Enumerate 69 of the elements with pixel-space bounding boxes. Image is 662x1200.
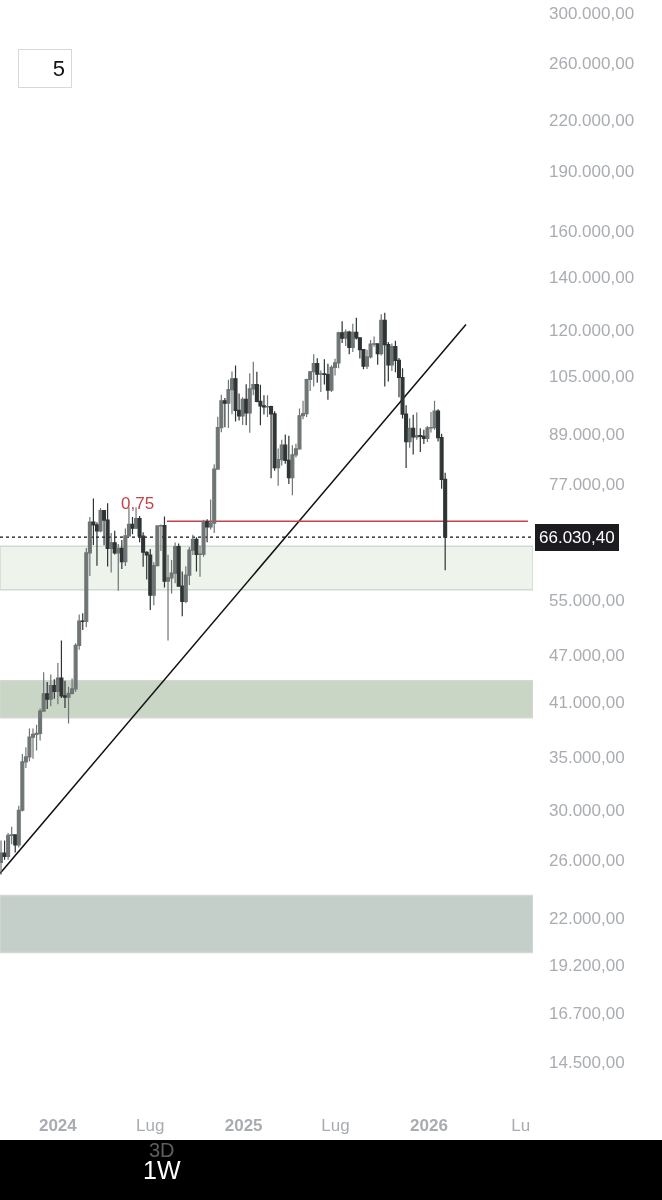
candlestick [194, 536, 199, 573]
annotation: 5 [52, 56, 65, 81]
candlestick [2, 839, 7, 861]
candlestick [0, 839, 4, 876]
candlestick [233, 365, 238, 423]
candlestick [109, 532, 114, 574]
candlestick [269, 406, 274, 479]
y-tick-label: 260.000,00 [549, 53, 635, 73]
candlestick [166, 554, 171, 641]
y-tick-label: 19.200,00 [549, 955, 625, 975]
candlestick [382, 312, 387, 388]
y-tick-label: 160.000,00 [549, 221, 635, 241]
candlestick [286, 435, 291, 485]
candlestick [244, 383, 249, 426]
y-tick-label: 16.700,00 [549, 1004, 625, 1024]
candlestick [414, 412, 419, 441]
y-tick-label: 35.000,00 [549, 747, 625, 767]
candlestick [130, 516, 135, 535]
candlestick [30, 727, 36, 760]
y-tick-label: 55.000,00 [549, 591, 625, 611]
candlestick [48, 673, 53, 707]
candlestick [407, 417, 412, 449]
candlestick [350, 323, 355, 353]
candlestick [389, 342, 394, 372]
x-tick-label: Lug [136, 1116, 165, 1135]
candlestick [13, 833, 18, 854]
y-tick-label: 47.000,00 [549, 645, 625, 665]
candlestick [80, 612, 85, 631]
candlestick [162, 515, 167, 589]
y-tick-label: 120.000,00 [549, 321, 635, 341]
candlestick [116, 543, 121, 592]
y-tick-label: 41.000,00 [549, 693, 625, 713]
y-tick-label: 30.000,00 [549, 801, 625, 821]
y-tick-label: 26.000,00 [549, 850, 625, 870]
x-tick-label: 2026 [410, 1116, 448, 1135]
candlestick [379, 313, 384, 356]
candlestick [432, 400, 437, 431]
candlestick [290, 444, 295, 496]
y-tick-label: 105.000,00 [549, 367, 635, 387]
ref-line-label: 66.030,40 [539, 528, 615, 547]
candlestick [105, 502, 110, 568]
x-tick-label: 2024 [38, 1116, 78, 1135]
candlestick [315, 357, 320, 384]
y-tick-label: 22.000,00 [549, 908, 625, 928]
y-tick-label: 77.000,00 [549, 474, 625, 494]
candlestick [148, 548, 153, 611]
y-tick-label: 220.000,00 [549, 111, 635, 131]
x-tick-label: Lug [321, 1116, 350, 1135]
candlestick [112, 530, 117, 556]
candlestick [55, 662, 60, 705]
candlestick [418, 427, 423, 453]
candlestick [340, 320, 345, 344]
candlestick [98, 507, 103, 533]
y-tick-label: 300.000,00 [549, 3, 635, 23]
y-tick-label: 140.000,00 [549, 267, 635, 287]
y-tick-label: 14.500,00 [549, 1052, 625, 1072]
x-tick-label: Lu [511, 1116, 531, 1135]
y-tick-label: 89.000,00 [549, 424, 625, 444]
x-tick-label: 2025 [224, 1116, 263, 1135]
candlestick [265, 394, 270, 418]
candlestick [325, 363, 330, 401]
candlestick [52, 678, 57, 700]
candlestick [318, 370, 323, 393]
candlestick [347, 330, 352, 355]
series-label: 0,75 [121, 494, 155, 513]
candlestick [411, 414, 416, 456]
candlestick [45, 681, 50, 710]
y-tick-label: 190.000,00 [549, 162, 635, 182]
candlestick [311, 353, 316, 388]
